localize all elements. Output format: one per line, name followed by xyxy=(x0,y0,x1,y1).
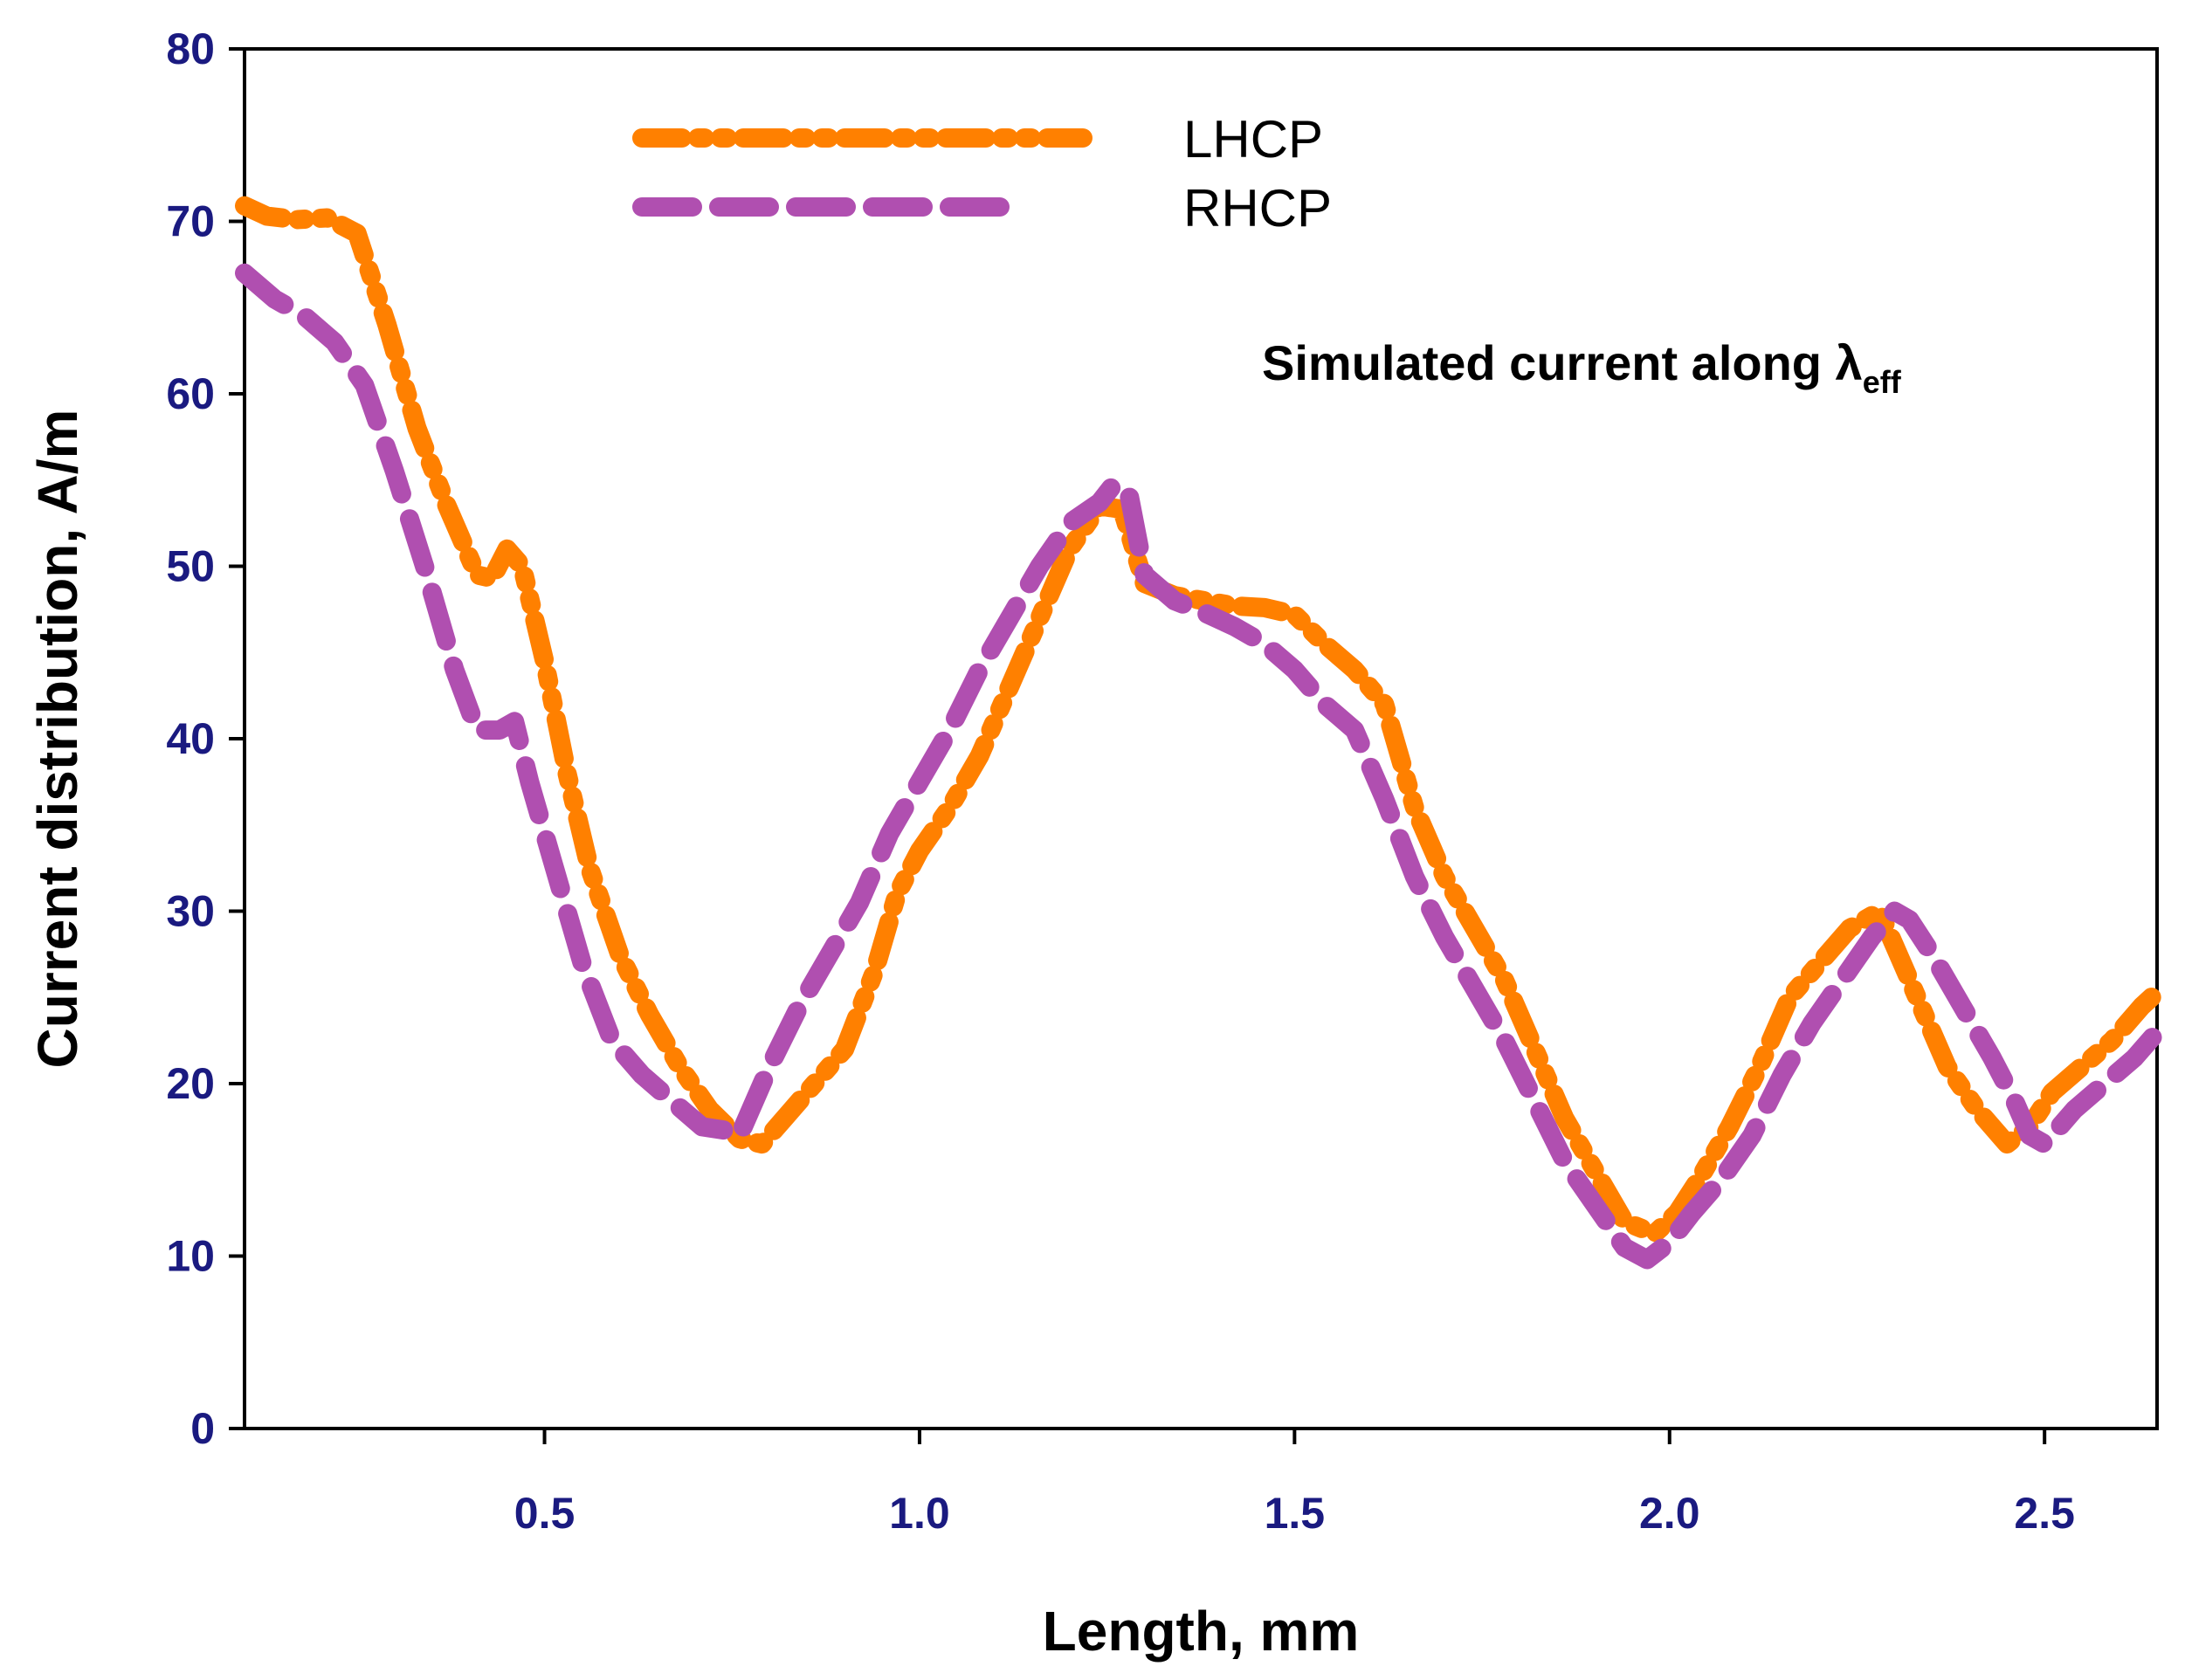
y-tick-label: 70 xyxy=(166,197,215,246)
y-tick-label: 10 xyxy=(166,1232,215,1281)
annotation-text: Simulated current along λ xyxy=(1262,335,1863,390)
y-tick-label: 0 xyxy=(190,1404,215,1453)
x-axis-ticks: 0.5 1.0 1.5 2.0 2.5 xyxy=(514,1429,2075,1538)
plot-frame xyxy=(243,47,2159,1430)
x-tick-label: 1.5 xyxy=(1265,1489,1326,1538)
x-tick-label: 1.0 xyxy=(889,1489,950,1538)
series-line-rhcp xyxy=(235,263,2167,1270)
y-tick-label: 50 xyxy=(166,542,215,591)
legend: LHCP RHCP xyxy=(632,110,1332,238)
y-tick-label: 40 xyxy=(166,714,215,763)
legend-label-rhcp: RHCP xyxy=(1183,179,1332,238)
annotation-subscript: eff xyxy=(1863,364,1902,400)
series-line-lhcp xyxy=(235,196,2167,1243)
y-axis-title: Current distribution, A/m xyxy=(26,410,89,1069)
annotation: Simulated current along λeff xyxy=(1262,335,1902,400)
y-axis-ticks: 0 10 20 30 40 50 60 70 80 xyxy=(166,24,245,1453)
x-tick-label: 0.5 xyxy=(514,1489,576,1538)
x-axis-title: Length, mm xyxy=(1043,1600,1360,1663)
legend-label-lhcp: LHCP xyxy=(1183,110,1323,169)
x-tick-label: 2.0 xyxy=(1639,1489,1700,1538)
series-layer xyxy=(235,196,2167,1270)
y-tick-label: 60 xyxy=(166,369,215,418)
y-tick-label: 20 xyxy=(166,1059,215,1108)
x-tick-label: 2.5 xyxy=(2014,1489,2075,1538)
y-tick-label: 80 xyxy=(166,24,215,73)
y-tick-label: 30 xyxy=(166,887,215,936)
